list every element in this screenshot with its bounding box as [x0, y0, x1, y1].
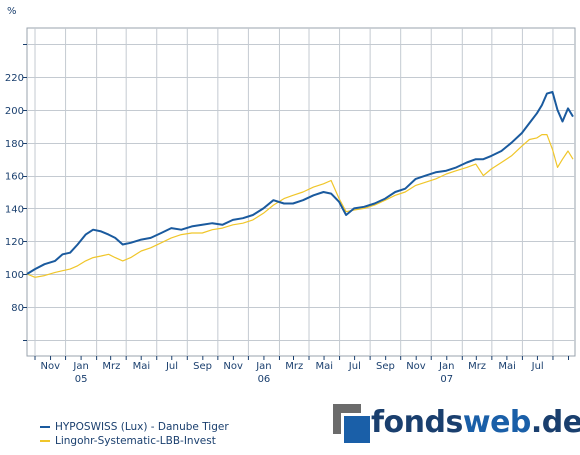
- legend-swatch: [40, 440, 50, 442]
- legend-label: HYPOSWISS (Lux) - Danube Tiger: [55, 421, 229, 433]
- x-tick-label: Jul: [348, 361, 361, 372]
- x-tick-year-label: 06: [258, 374, 271, 385]
- y-tick-label: 160: [5, 172, 24, 183]
- x-tick-label: Mai: [498, 361, 516, 372]
- y-tick-label: 80: [11, 303, 24, 314]
- fondsweb-logo: fondsweb.de: [333, 402, 580, 444]
- x-tick-label: Mrz: [468, 361, 486, 372]
- y-tick-label: 180: [5, 139, 24, 150]
- x-tick-label: Jan: [72, 361, 88, 372]
- logo-text: fondsweb.de: [371, 405, 580, 440]
- x-tick-label: Jul: [531, 361, 544, 372]
- legend-label: Lingohr-Systematic-LBB-Invest: [55, 435, 216, 447]
- y-tick-label: 100: [5, 270, 24, 281]
- x-tick-label: Nov: [41, 361, 61, 372]
- x-axis: Nov Jan 05 Mrz Mai Jul Sep Nov Jan 06 Mrz Mai Jul Sep…: [34, 356, 569, 385]
- series-line-lingohr: [26, 134, 574, 278]
- x-tick-label: Jan: [255, 361, 271, 372]
- x-tick-label: Mrz: [102, 361, 120, 372]
- plot-area: [26, 27, 576, 357]
- x-tick-year-label: 07: [440, 374, 453, 385]
- x-tick-label: Mrz: [285, 361, 303, 372]
- chart-grid: [26, 27, 576, 357]
- y-tick-label: 200: [5, 106, 24, 117]
- legend-item-lingohr: Lingohr-Systematic-LBB-Invest: [40, 434, 229, 448]
- chart-legend: HYPOSWISS (Lux) - Danube Tiger Lingohr-S…: [40, 420, 229, 448]
- line-chart: 80 100 120 140 160 180 200 220 Nov Jan 05 Mrz Mai Ju…: [5, 6, 576, 385]
- x-tick-label: Jul: [165, 361, 178, 372]
- logo-mark-icon: [333, 404, 370, 443]
- series-line-hyposwiss: [26, 91, 574, 275]
- y-tick-label: 140: [5, 204, 24, 215]
- x-tick-label: Jan: [438, 361, 454, 372]
- x-tick-label: Mai: [133, 361, 151, 372]
- y-tick-label: 120: [5, 237, 24, 248]
- x-tick-year-label: 05: [75, 374, 88, 385]
- y-axis-unit-label: %: [7, 6, 17, 17]
- legend-item-hyposwiss: HYPOSWISS (Lux) - Danube Tiger: [40, 420, 229, 434]
- y-axis: 80 100 120 140 160 180 200 220: [5, 44, 27, 341]
- x-tick-label: Mai: [316, 361, 334, 372]
- x-tick-label: Sep: [193, 361, 212, 372]
- x-tick-label: Sep: [376, 361, 395, 372]
- legend-swatch: [40, 426, 50, 428]
- x-tick-label: Nov: [406, 361, 426, 372]
- y-tick-label: 220: [5, 73, 24, 84]
- chart-series: [26, 91, 574, 278]
- x-tick-label: Nov: [223, 361, 243, 372]
